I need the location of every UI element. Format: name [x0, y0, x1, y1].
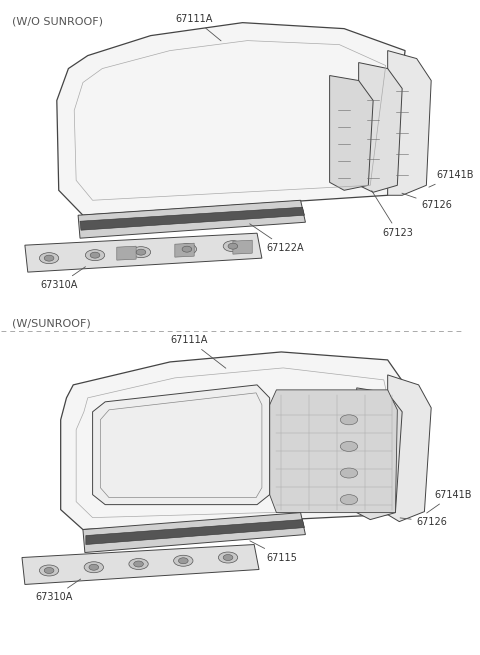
Polygon shape: [22, 544, 259, 584]
Text: 67123: 67123: [372, 191, 414, 238]
Polygon shape: [78, 200, 305, 238]
Ellipse shape: [39, 565, 59, 576]
Ellipse shape: [89, 564, 99, 571]
Polygon shape: [25, 233, 262, 272]
Text: (W/O SUNROOF): (W/O SUNROOF): [12, 16, 103, 27]
Text: 67111A: 67111A: [171, 335, 226, 368]
Text: 67310A: 67310A: [40, 267, 85, 290]
Polygon shape: [117, 246, 136, 260]
Ellipse shape: [85, 250, 105, 261]
Text: 67141B: 67141B: [429, 170, 474, 187]
Polygon shape: [86, 519, 304, 544]
Ellipse shape: [44, 567, 54, 574]
Ellipse shape: [179, 558, 188, 564]
Text: 67310A: 67310A: [35, 579, 81, 603]
Ellipse shape: [84, 562, 104, 572]
Polygon shape: [270, 390, 397, 513]
Ellipse shape: [132, 247, 151, 257]
Text: 67122A: 67122A: [250, 224, 304, 253]
Text: 67115: 67115: [250, 541, 298, 563]
Ellipse shape: [136, 249, 146, 255]
Ellipse shape: [228, 243, 238, 249]
Text: 67141B: 67141B: [427, 490, 471, 513]
Polygon shape: [357, 388, 402, 519]
Ellipse shape: [44, 255, 54, 261]
Ellipse shape: [223, 240, 242, 252]
Text: 67126: 67126: [402, 193, 452, 210]
Ellipse shape: [340, 495, 358, 504]
Polygon shape: [388, 50, 431, 195]
Ellipse shape: [340, 468, 358, 478]
Ellipse shape: [177, 244, 197, 255]
Text: 67111A: 67111A: [176, 14, 221, 41]
Polygon shape: [93, 385, 270, 504]
Polygon shape: [330, 75, 373, 191]
Text: 67126: 67126: [400, 517, 447, 527]
Polygon shape: [359, 63, 402, 193]
Text: (W/SUNROOF): (W/SUNROOF): [12, 318, 91, 328]
Ellipse shape: [223, 555, 233, 561]
Polygon shape: [175, 243, 194, 257]
Polygon shape: [57, 23, 405, 215]
Polygon shape: [233, 240, 252, 254]
Ellipse shape: [134, 561, 144, 567]
Polygon shape: [60, 352, 405, 530]
Polygon shape: [80, 207, 304, 230]
Ellipse shape: [218, 552, 238, 563]
Ellipse shape: [340, 441, 358, 451]
Ellipse shape: [39, 253, 59, 263]
Ellipse shape: [340, 415, 358, 425]
Ellipse shape: [90, 252, 100, 258]
Ellipse shape: [174, 555, 193, 566]
Ellipse shape: [182, 246, 192, 252]
Polygon shape: [388, 375, 431, 521]
Polygon shape: [83, 513, 305, 553]
Ellipse shape: [129, 559, 148, 569]
